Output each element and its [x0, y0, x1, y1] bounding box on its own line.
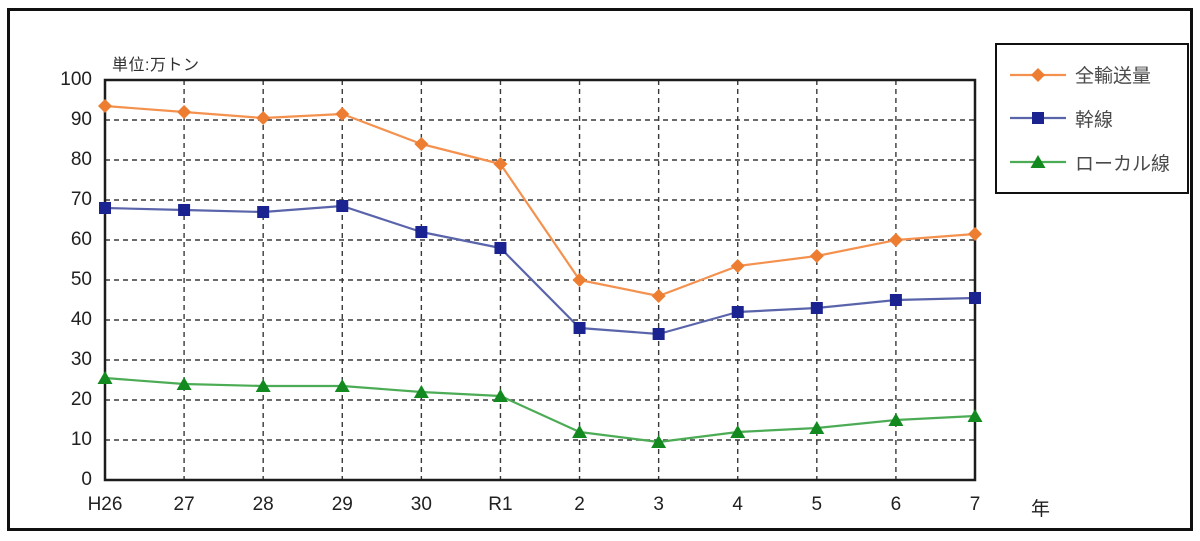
triangle-marker — [809, 421, 825, 434]
square-marker — [336, 200, 349, 212]
y-tick-label: 50 — [70, 269, 92, 290]
diamond-marker — [256, 111, 271, 125]
diamond-marker — [414, 137, 429, 151]
square-marker — [731, 306, 744, 318]
square-marker — [99, 202, 111, 214]
y-tick-label: 100 — [60, 69, 92, 90]
triangle-marker — [255, 379, 271, 392]
triangle-marker — [967, 409, 983, 422]
square-marker — [257, 206, 270, 218]
square-marker — [889, 294, 902, 306]
legend-label: 全輸送量 — [1075, 66, 1152, 88]
y-tick-label: 0 — [81, 469, 92, 490]
square-legend-key — [1010, 112, 1066, 125]
x-axis-unit-label: 年 — [1031, 499, 1051, 520]
x-tick-label: 6 — [890, 494, 902, 515]
x-tick-label: 27 — [173, 494, 195, 515]
diamond-marker — [730, 259, 745, 273]
legend-label: ローカル線 — [1075, 153, 1171, 175]
y-tick-label: 20 — [70, 389, 92, 410]
series-line — [104, 104, 976, 298]
legend-item: 全輸送量 — [1010, 61, 1183, 88]
triangle-legend-key — [1010, 155, 1066, 169]
triangle-marker — [572, 425, 588, 438]
legend-item: 幹線 — [1010, 105, 1183, 132]
diamond-marker — [572, 273, 587, 287]
diamond-legend-key — [1010, 67, 1066, 82]
diamond-marker — [493, 157, 508, 171]
x-tick-label: 30 — [410, 494, 432, 515]
y-tick-label: 70 — [70, 189, 92, 210]
x-tick-label: 28 — [252, 494, 274, 515]
legend: 全輸送量幹線ローカル線 — [995, 43, 1189, 194]
triangle-marker — [334, 379, 350, 392]
x-tick-label: 2 — [574, 494, 585, 515]
triangle-marker — [492, 389, 508, 402]
x-tick-label: 3 — [653, 494, 664, 515]
x-tick-label: 5 — [811, 494, 823, 515]
x-tick-label: 7 — [969, 494, 981, 515]
square-marker — [810, 302, 823, 314]
square-marker — [494, 242, 507, 254]
y-tick-label: 40 — [70, 309, 92, 330]
y-tick-label: 80 — [70, 149, 92, 170]
square-marker — [573, 322, 586, 334]
diamond-marker — [809, 249, 824, 263]
diamond-marker — [651, 289, 666, 303]
square-marker — [969, 292, 981, 304]
x-tick-label: H26 — [87, 494, 123, 515]
diamond-marker — [888, 233, 903, 247]
legend-label: 幹線 — [1075, 109, 1114, 131]
triangle-marker — [97, 371, 113, 384]
triangle-marker — [730, 425, 746, 438]
triangle-marker — [413, 385, 429, 398]
diamond-marker — [177, 105, 192, 119]
y-tick-label: 30 — [70, 349, 92, 370]
x-tick-label: 4 — [732, 494, 743, 515]
y-tick-label: 10 — [70, 429, 92, 450]
y-tick-label: 90 — [70, 109, 92, 130]
diamond-marker — [98, 99, 112, 113]
triangle-marker — [888, 413, 904, 426]
x-tick-label: 29 — [331, 494, 353, 515]
series-line — [104, 376, 976, 444]
unit-label: 単位:万トン — [112, 57, 200, 74]
square-marker — [178, 204, 191, 216]
diamond-marker — [968, 227, 982, 241]
triangle-marker — [651, 435, 667, 448]
triangle-marker — [176, 377, 192, 390]
diamond-marker — [335, 107, 350, 121]
y-tick-label: 60 — [70, 229, 92, 250]
square-marker — [652, 328, 665, 340]
plot-border — [103, 78, 977, 482]
x-tick-label: R1 — [488, 494, 513, 515]
square-marker — [415, 226, 428, 238]
legend-item: ローカル線 — [1010, 149, 1183, 176]
series-line — [104, 204, 976, 336]
